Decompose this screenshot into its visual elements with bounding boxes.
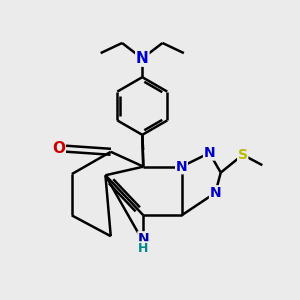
Text: N: N	[204, 146, 215, 160]
Text: N: N	[176, 160, 187, 174]
Text: H: H	[138, 242, 148, 255]
Text: O: O	[52, 141, 65, 156]
Text: N: N	[136, 51, 148, 66]
Text: N: N	[138, 232, 149, 246]
Text: N: N	[136, 51, 148, 66]
Text: N: N	[210, 186, 221, 200]
Text: S: S	[238, 148, 248, 162]
